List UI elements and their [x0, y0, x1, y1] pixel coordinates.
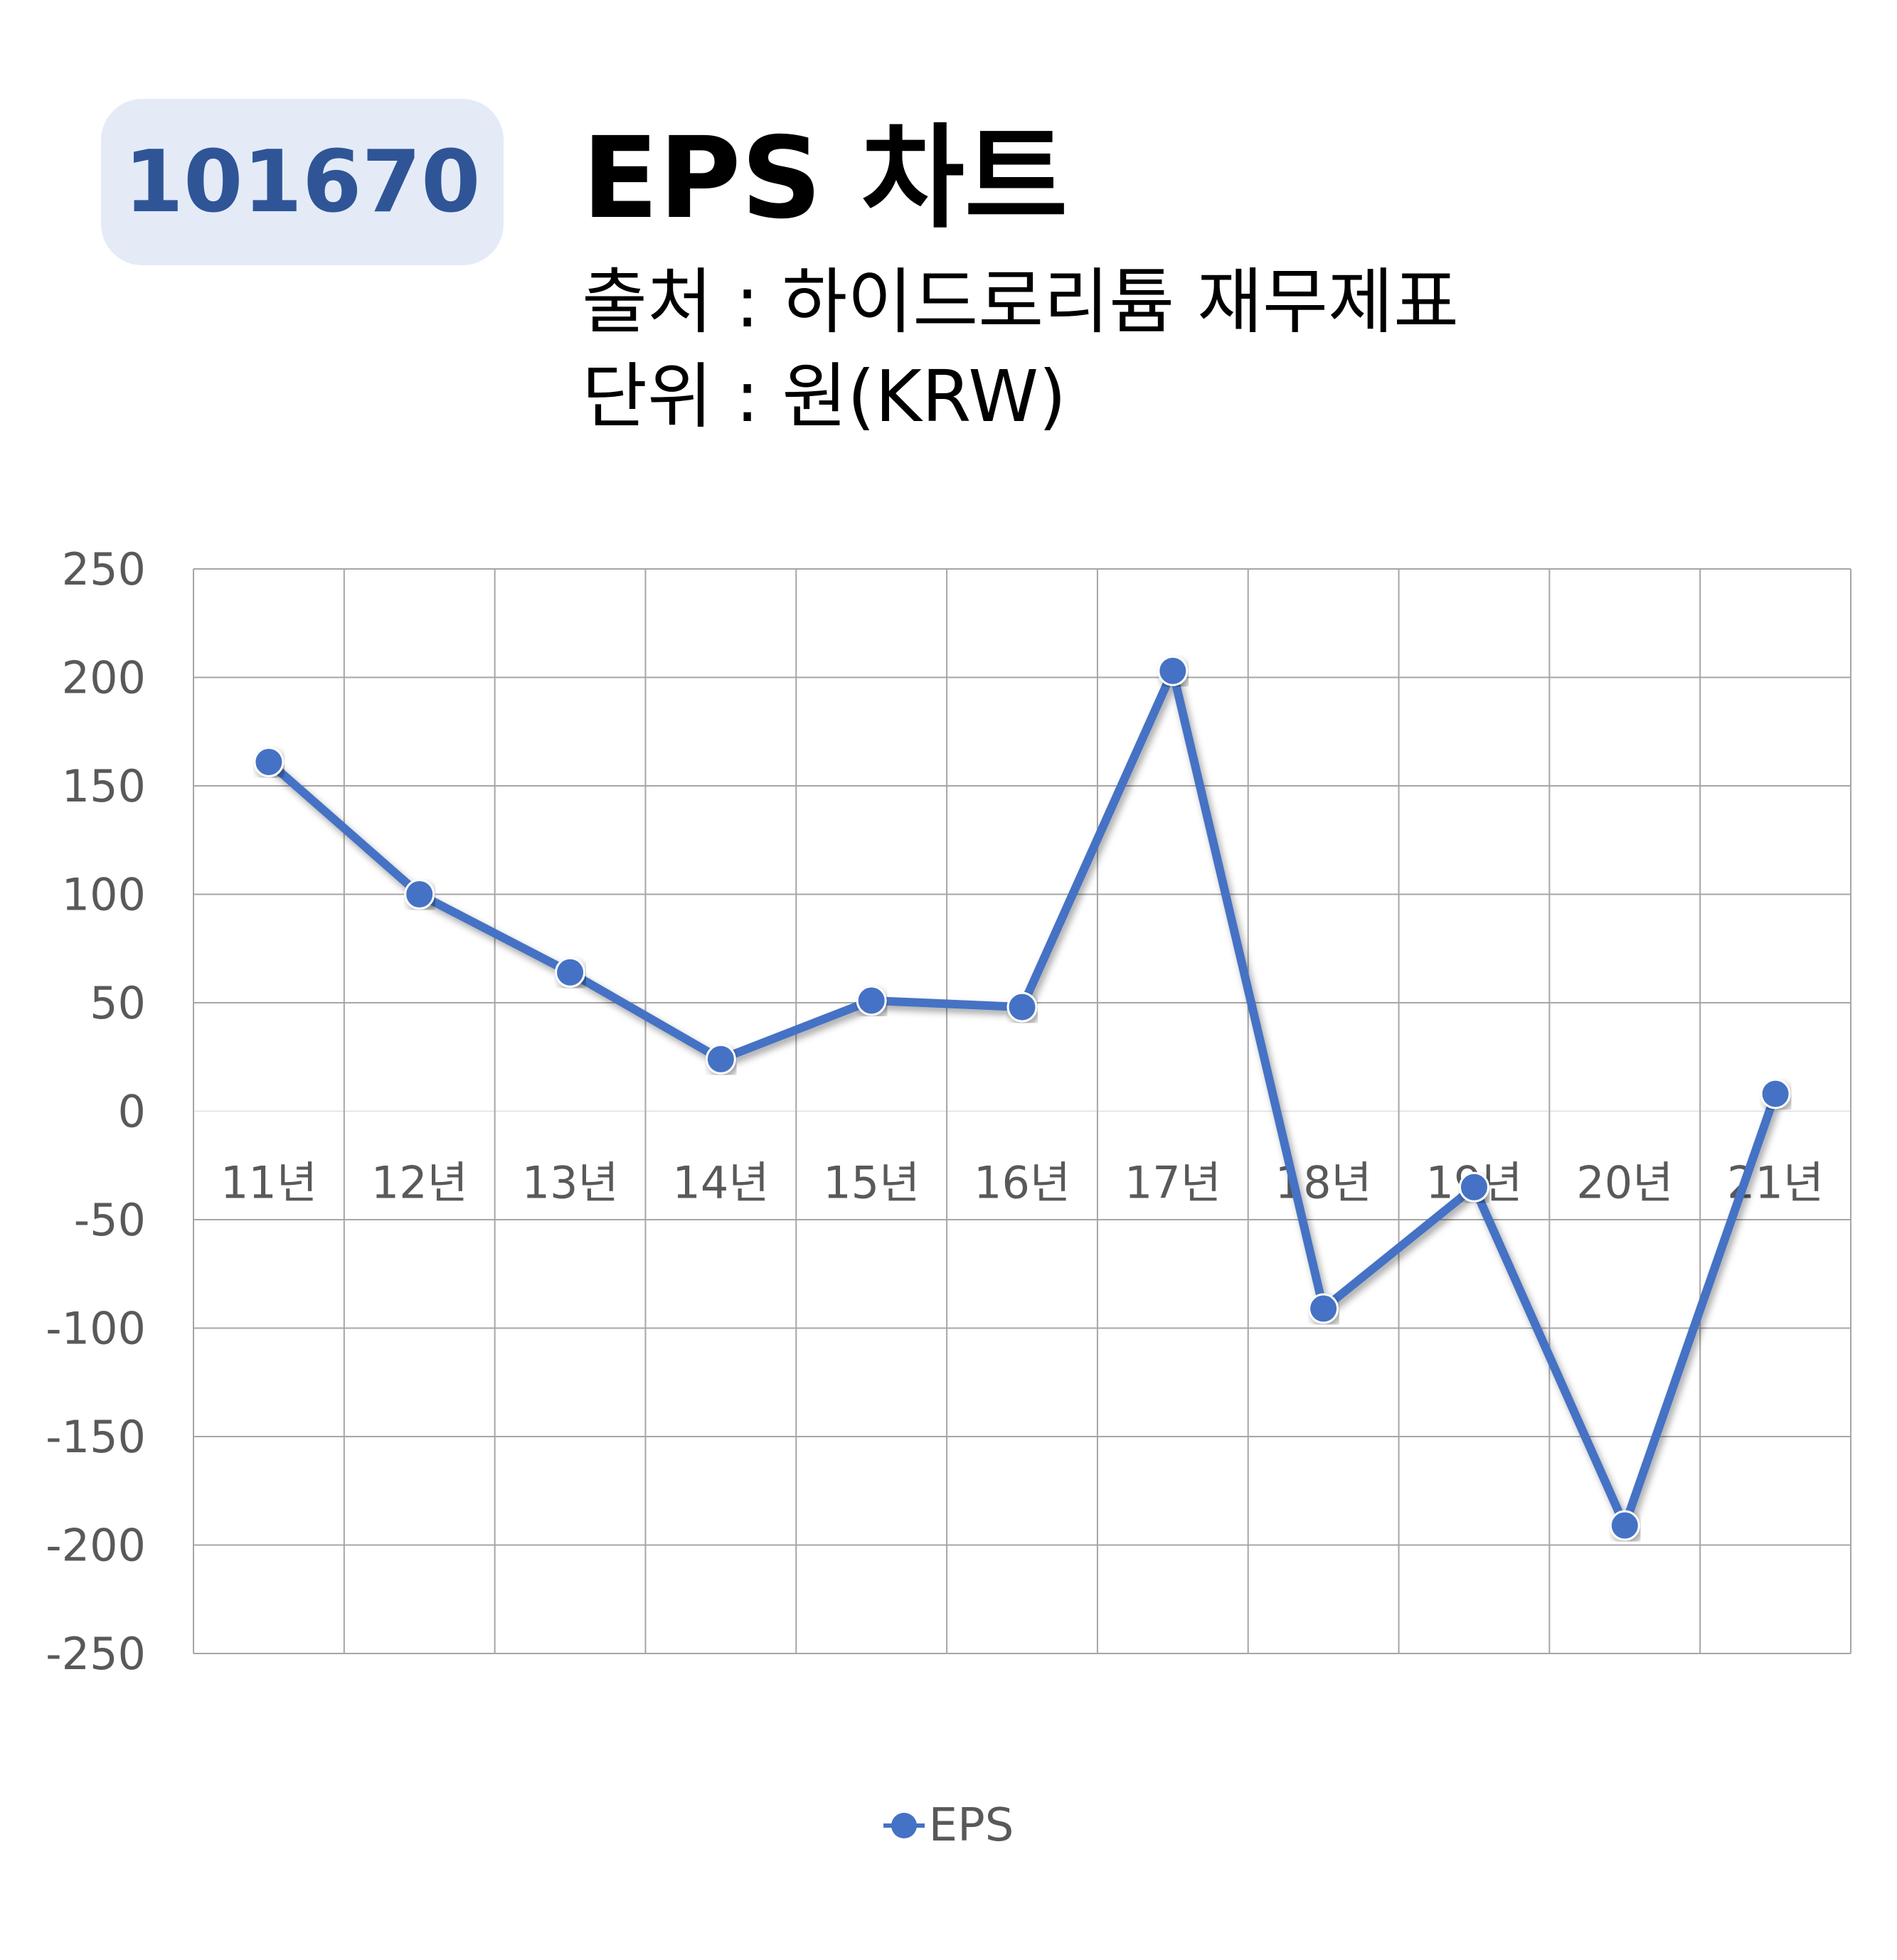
y-tick-label: 0	[118, 1086, 146, 1138]
x-tick-label: 14년	[672, 1157, 769, 1209]
eps-line-chart: 250 200 150 100 50 0 -50 -100 -150 -200 -250 11년 12…	[46, 543, 1851, 1680]
data-point-eps	[1760, 1078, 1791, 1109]
x-tick-label: 15년	[823, 1157, 920, 1209]
y-tick-label: 100	[62, 869, 146, 921]
ticker-code: 101670	[124, 132, 481, 232]
data-point-eps	[253, 746, 285, 777]
y-tick-label: 200	[62, 652, 146, 704]
data-point-eps	[1157, 655, 1189, 686]
x-tick-label: 11년	[220, 1157, 317, 1209]
y-tick-label: -250	[46, 1628, 146, 1680]
ticker-badge: 101670	[101, 99, 504, 265]
unit-label: 단위 : 원(KRW)	[582, 355, 1067, 438]
data-point-eps	[1458, 1171, 1489, 1203]
y-tick-label: 150	[62, 760, 146, 812]
y-tick-label: -50	[74, 1194, 146, 1246]
data-point-eps	[1308, 1293, 1339, 1324]
y-tick-label: -200	[46, 1520, 146, 1572]
y-tick-label: 50	[90, 977, 146, 1029]
x-tick-label: 20년	[1576, 1157, 1673, 1209]
y-tick-label: 250	[62, 543, 146, 595]
legend-marker-icon	[883, 1811, 925, 1840]
data-point-eps	[555, 957, 586, 988]
legend: EPS	[0, 1799, 1897, 1852]
x-tick-label: 12년	[371, 1157, 468, 1209]
data-point-eps	[856, 985, 887, 1016]
data-point-eps	[1609, 1510, 1640, 1541]
x-tick-label: 17년	[1125, 1157, 1221, 1209]
y-tick-label: -100	[46, 1303, 146, 1355]
x-tick-label: 13년	[522, 1157, 619, 1209]
data-point-eps	[404, 879, 435, 910]
source-label: 출처 : 하이드로리튬 재무제표	[582, 260, 1460, 343]
data-point-eps	[705, 1043, 736, 1075]
x-tick-label: 16년	[974, 1157, 1070, 1209]
y-tick-label: -150	[46, 1411, 146, 1463]
chart-title: EPS 차트	[582, 113, 1068, 244]
data-point-eps	[1006, 991, 1038, 1023]
legend-label: EPS	[928, 1799, 1014, 1852]
